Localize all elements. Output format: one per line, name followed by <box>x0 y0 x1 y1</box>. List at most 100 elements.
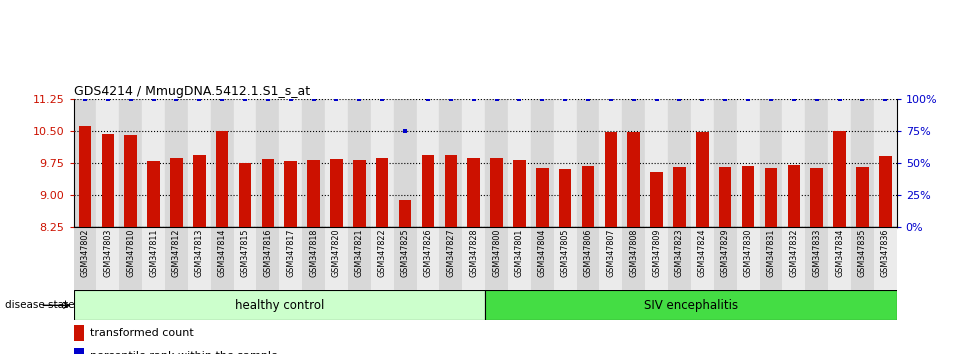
Bar <box>851 99 874 227</box>
Point <box>855 96 870 102</box>
Text: GSM347802: GSM347802 <box>80 228 89 277</box>
Text: GSM347813: GSM347813 <box>195 228 204 277</box>
Bar <box>124 135 137 227</box>
Text: GSM347828: GSM347828 <box>469 228 478 277</box>
Point <box>603 96 618 102</box>
Bar <box>668 227 691 290</box>
Bar <box>645 227 668 290</box>
Text: GSM347800: GSM347800 <box>492 228 501 277</box>
Bar <box>737 227 760 290</box>
Bar <box>74 227 96 290</box>
Text: GSM347831: GSM347831 <box>766 228 775 277</box>
Bar <box>742 166 755 227</box>
Bar <box>78 126 91 227</box>
Bar <box>421 155 434 227</box>
Bar <box>120 227 142 290</box>
Bar <box>719 167 731 227</box>
Bar <box>673 167 686 227</box>
Bar <box>325 227 348 290</box>
Point <box>169 96 184 102</box>
Bar <box>508 99 531 227</box>
Bar <box>760 99 782 227</box>
Bar <box>485 290 897 320</box>
Bar <box>605 132 617 227</box>
Text: GSM347808: GSM347808 <box>629 228 638 277</box>
Text: GSM347818: GSM347818 <box>309 228 318 277</box>
Bar <box>691 227 713 290</box>
Point <box>626 96 642 102</box>
Bar <box>348 99 370 227</box>
Bar <box>445 155 457 227</box>
Bar <box>651 172 662 227</box>
Text: GSM347823: GSM347823 <box>675 228 684 277</box>
Bar <box>713 227 737 290</box>
Bar <box>188 227 211 290</box>
Bar <box>416 227 439 290</box>
Bar <box>216 131 228 227</box>
Bar <box>668 99 691 227</box>
Point <box>832 96 848 102</box>
Bar <box>96 99 120 227</box>
Bar <box>325 99 348 227</box>
Text: GSM347829: GSM347829 <box>720 228 730 277</box>
Bar <box>284 161 297 227</box>
Bar <box>536 169 549 227</box>
Text: GSM347806: GSM347806 <box>583 228 593 277</box>
Point <box>580 96 596 102</box>
Bar <box>142 99 165 227</box>
Text: GSM347835: GSM347835 <box>858 228 867 277</box>
Point <box>649 96 664 102</box>
Text: GSM347817: GSM347817 <box>286 228 295 277</box>
Point <box>122 96 138 102</box>
Bar <box>193 155 206 227</box>
Bar <box>531 227 554 290</box>
Bar <box>330 159 343 227</box>
Text: GSM347826: GSM347826 <box>423 228 432 277</box>
Bar <box>257 227 279 290</box>
Text: GSM347824: GSM347824 <box>698 228 707 277</box>
Point <box>100 96 116 102</box>
Point <box>877 96 893 102</box>
Bar <box>559 169 571 227</box>
Bar <box>554 99 576 227</box>
Point <box>283 96 299 102</box>
Bar <box>188 99 211 227</box>
Bar <box>806 227 828 290</box>
Bar <box>764 168 777 227</box>
Text: SIV encephalitis: SIV encephalitis <box>644 299 738 312</box>
Text: GSM347822: GSM347822 <box>377 228 387 277</box>
Bar <box>279 227 302 290</box>
Bar <box>394 99 416 227</box>
Bar <box>463 99 485 227</box>
Text: GSM347809: GSM347809 <box>652 228 662 277</box>
Bar <box>416 99 439 227</box>
Bar <box>788 165 800 227</box>
Bar <box>399 200 412 227</box>
Text: GSM347810: GSM347810 <box>126 228 135 277</box>
Bar <box>645 99 668 227</box>
Bar <box>582 166 594 227</box>
Point <box>374 96 390 102</box>
Bar <box>576 99 600 227</box>
Text: GSM347836: GSM347836 <box>881 228 890 277</box>
Text: GSM347825: GSM347825 <box>401 228 410 277</box>
Text: GSM347834: GSM347834 <box>835 228 844 277</box>
Point <box>215 96 230 102</box>
Bar <box>874 227 897 290</box>
Bar <box>233 227 257 290</box>
Bar <box>147 161 160 227</box>
Bar <box>239 163 251 227</box>
Bar <box>467 158 480 227</box>
Bar <box>879 156 892 227</box>
Bar <box>514 160 525 227</box>
Bar <box>806 99 828 227</box>
Point <box>717 96 733 102</box>
Bar <box>279 99 302 227</box>
Point <box>786 96 802 102</box>
Bar <box>233 99 257 227</box>
Text: GSM347815: GSM347815 <box>240 228 250 277</box>
Bar <box>348 227 370 290</box>
Text: GSM347827: GSM347827 <box>446 228 456 277</box>
Text: GSM347830: GSM347830 <box>744 228 753 277</box>
Bar <box>857 167 868 227</box>
